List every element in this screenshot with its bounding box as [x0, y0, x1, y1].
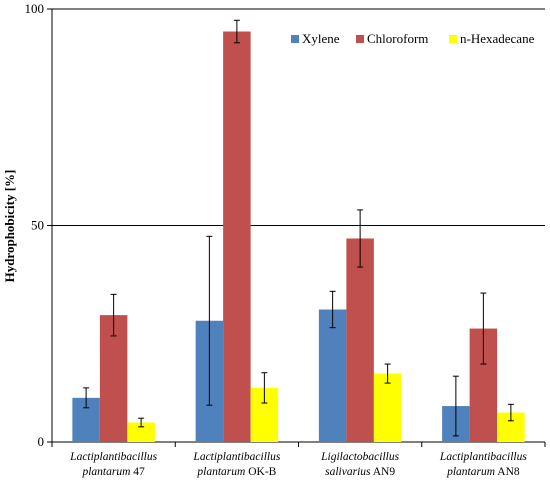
- y-tick-labels: 0 50 100: [25, 1, 52, 449]
- category-strain: 47: [130, 466, 145, 478]
- category-label-line2-1: plantarum OK-B: [196, 466, 276, 478]
- legend-swatch-xylene: [291, 35, 299, 43]
- category-species-epithet: plantarum: [446, 466, 495, 478]
- category-strain: OK-B: [245, 466, 276, 478]
- category-strain: AN8: [495, 466, 520, 478]
- bar-chloroform-1: [223, 31, 251, 443]
- y-tick-label-0: 0: [38, 434, 45, 449]
- legend: Xylene Chloroform n-Hexadecane: [291, 31, 535, 46]
- legend-label-n-hexadecane: n-Hexadecane: [460, 31, 535, 46]
- category-strain: AN9: [371, 466, 396, 478]
- y-axis-label: Hydrophobicity [%]: [2, 170, 17, 283]
- legend-swatch-n-hexadecane: [449, 35, 457, 43]
- bar-xylene-2: [318, 309, 347, 442]
- y-tick-label-100: 100: [25, 1, 45, 16]
- error-bars: [83, 19, 514, 437]
- y-tick-label-50: 50: [31, 218, 44, 233]
- bars: [72, 31, 525, 443]
- legend-label-chloroform: Chloroform: [367, 31, 428, 46]
- bar-n-hexadecane-0: [127, 422, 155, 442]
- category-label-line1-3: Lactiplantibacillus: [439, 451, 527, 463]
- legend-label-xylene: Xylene: [302, 31, 340, 46]
- category-label-line2-0: plantarum 47: [81, 466, 145, 478]
- bar-chloroform-2: [346, 238, 374, 442]
- gridlines: [52, 8, 545, 226]
- category-species-epithet: plantarum: [196, 466, 245, 478]
- legend-swatch-chloroform: [356, 35, 364, 43]
- category-label-line2-3: plantarum AN8: [446, 466, 520, 478]
- category-species-epithet: plantarum: [81, 466, 130, 478]
- x-category-labels: Lactiplantibacillus plantarum 47 Lactiplan…: [69, 451, 527, 478]
- category-label-line1-0: Lactiplantibacillus: [69, 451, 157, 463]
- category-label-line1-2: Ligilactobacillus: [320, 451, 399, 463]
- bar-n-hexadecane-2: [373, 373, 402, 442]
- category-species-epithet: salivarius: [325, 466, 371, 478]
- category-label-line1-1: Lactiplantibacillus: [192, 451, 280, 463]
- category-label-line2-2: salivarius AN9: [325, 466, 395, 478]
